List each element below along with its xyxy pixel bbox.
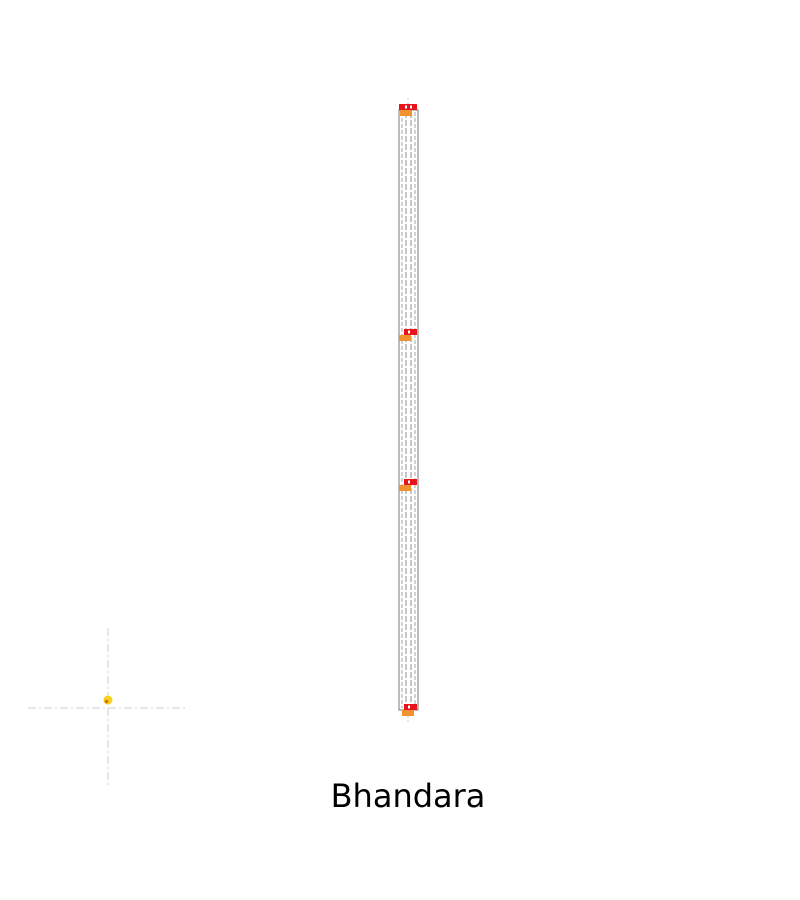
- origin-crosshair: [28, 628, 188, 788]
- marker-flag-icon: [404, 329, 417, 335]
- track-marker: [399, 329, 417, 341]
- marker-flag-stripe: [408, 705, 410, 709]
- marker-flag-icon: [399, 104, 417, 110]
- marker-flag-stripe: [408, 330, 410, 334]
- marker-base-icon: [399, 485, 411, 491]
- station-caption: Bhandara: [330, 777, 486, 815]
- track-marker: [399, 479, 417, 491]
- marker-base-icon: [400, 110, 412, 116]
- origin-dot-inner-icon: [104, 699, 109, 704]
- marker-flag-icon: [404, 704, 417, 710]
- marker-flag-stripe: [410, 105, 412, 109]
- marker-flag-stripe: [408, 480, 410, 484]
- origin-dot-icon: [103, 695, 113, 705]
- marker-flag-icon: [404, 479, 417, 485]
- track-marker: [402, 704, 417, 716]
- marker-base-icon: [402, 710, 414, 716]
- track-marker: [399, 104, 417, 116]
- vertical-track: [398, 98, 419, 722]
- marker-flag-stripe: [405, 105, 407, 109]
- marker-base-icon: [399, 335, 411, 341]
